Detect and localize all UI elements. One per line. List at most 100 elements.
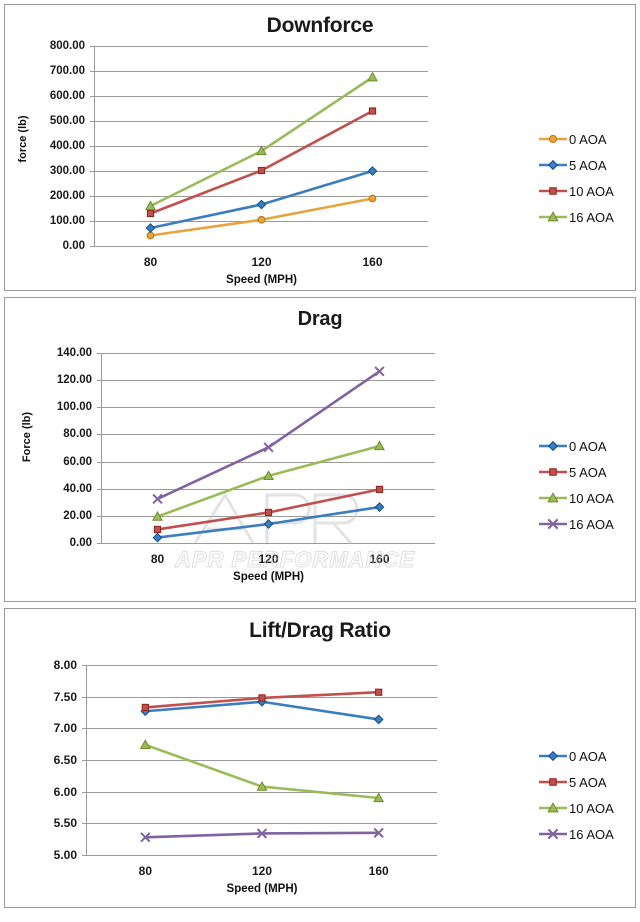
plot-area bbox=[139, 688, 385, 843]
y-tick-mark bbox=[90, 221, 95, 222]
legend-item[interactable]: 16 AOA bbox=[538, 204, 614, 230]
data-point-marker bbox=[368, 107, 377, 115]
gridline bbox=[95, 121, 428, 122]
legend-marker-icon bbox=[538, 157, 568, 173]
y-axis-tick-label: 7.50 bbox=[53, 689, 77, 704]
gridline bbox=[95, 96, 428, 97]
y-tick-mark bbox=[82, 760, 87, 761]
gridline bbox=[87, 728, 437, 730]
y-tick-mark bbox=[82, 855, 87, 856]
chart-title-drag: Drag bbox=[297, 308, 343, 330]
y-tick-mark bbox=[97, 353, 102, 354]
y-axis-tick-label: 5.50 bbox=[53, 816, 77, 831]
y-axis-tick-label: 100.00 bbox=[56, 401, 92, 414]
y-axis-tick-label: 0.00 bbox=[69, 537, 92, 549]
legend-label: 10 AOA bbox=[569, 183, 614, 199]
plot-area bbox=[145, 71, 378, 240]
data-point-marker bbox=[374, 366, 385, 377]
series-10-aoa bbox=[139, 739, 385, 803]
y-axis-tick-label: 300.00 bbox=[49, 165, 85, 177]
legend-item[interactable]: 10 AOA bbox=[538, 178, 614, 204]
y-tick-mark bbox=[97, 434, 102, 436]
gridline bbox=[102, 353, 435, 354]
legend-item[interactable]: 0 AOA bbox=[538, 743, 614, 769]
chart-body-drag: 0.00 20.00 40.00 60.00 80.00 100.00 120.00 140.… bbox=[5, 331, 635, 599]
y-axis-line bbox=[86, 665, 87, 856]
legend-item[interactable]: 5 AOA bbox=[538, 459, 614, 485]
legend-label: 10 AOA bbox=[569, 800, 614, 816]
data-point-marker bbox=[256, 828, 268, 839]
data-point-marker bbox=[264, 508, 273, 517]
legend-label: 16 AOA bbox=[569, 826, 614, 842]
y-axis-tick-label: 7.00 bbox=[53, 721, 77, 736]
data-point-marker bbox=[152, 493, 163, 504]
data-point-marker bbox=[367, 71, 378, 82]
series-5-aoa bbox=[153, 485, 384, 534]
y-tick-mark bbox=[90, 246, 95, 247]
x-axis-tick-label: 80 bbox=[138, 864, 153, 878]
chart-panel-lift-drag-ratio: Lift/Drag Ratio 5.00 5.50 6.00 6.50 7.00 7.50… bbox=[4, 608, 636, 908]
legend-label: 0 AOA bbox=[569, 748, 607, 764]
legend-marker-icon bbox=[538, 131, 568, 147]
gridline bbox=[102, 543, 435, 544]
legend-item[interactable]: 5 AOA bbox=[538, 152, 614, 178]
series-0-aoa bbox=[152, 502, 385, 543]
data-point-marker bbox=[263, 470, 274, 481]
y-axis-tick-label: 6.50 bbox=[53, 753, 77, 767]
x-axis-tick-label: 160 bbox=[362, 255, 383, 269]
y-tick-mark bbox=[90, 121, 95, 122]
gridline bbox=[102, 461, 435, 463]
data-point-marker bbox=[139, 739, 151, 749]
data-point-marker bbox=[367, 166, 378, 176]
y-axis-tick-label: 60.00 bbox=[63, 455, 92, 468]
data-point-marker bbox=[375, 688, 383, 696]
x-axis-tick-label: 160 bbox=[369, 552, 390, 566]
series-5-aoa bbox=[145, 166, 378, 233]
y-axis-tick-label: 20.00 bbox=[63, 509, 92, 522]
legend-item[interactable]: 16 AOA bbox=[538, 511, 614, 537]
legend-marker-icon bbox=[538, 183, 568, 199]
legend-label: 16 AOA bbox=[569, 209, 614, 225]
x-axis-title: Speed (MPH) bbox=[226, 883, 298, 895]
legend-item[interactable]: 0 AOA bbox=[538, 433, 614, 459]
y-axis-tick-label: 700.00 bbox=[49, 65, 85, 77]
series-10-aoa bbox=[152, 440, 385, 521]
y-axis-tick-label: 140.00 bbox=[56, 347, 92, 359]
data-point-marker bbox=[146, 231, 155, 240]
data-point-marker bbox=[140, 832, 151, 843]
legend-marker-icon bbox=[538, 826, 568, 842]
data-point-marker bbox=[263, 442, 274, 453]
legend-item[interactable]: 10 AOA bbox=[538, 795, 614, 821]
data-point-marker bbox=[146, 209, 155, 218]
y-tick-mark bbox=[90, 196, 95, 197]
series-10-aoa bbox=[146, 107, 377, 218]
y-axis-tick-label: 80.00 bbox=[63, 428, 92, 441]
legend-item[interactable]: 0 AOA bbox=[538, 126, 614, 152]
data-point-marker bbox=[256, 780, 268, 791]
x-axis-title: Speed (MPH) bbox=[233, 571, 304, 583]
legend-item[interactable]: 5 AOA bbox=[538, 769, 614, 795]
chart-title-downforce: Downforce bbox=[266, 14, 374, 37]
legend-item[interactable]: 10 AOA bbox=[538, 485, 614, 511]
data-point-marker bbox=[373, 714, 384, 725]
data-point-marker bbox=[373, 792, 385, 803]
y-tick-mark bbox=[97, 488, 102, 490]
legend-item[interactable]: 16 AOA bbox=[538, 821, 614, 847]
y-axis-tick-label: 200.00 bbox=[49, 190, 85, 202]
y-tick-mark bbox=[97, 461, 102, 463]
legend-marker-icon bbox=[538, 774, 568, 790]
legend-label: 0 AOA bbox=[569, 438, 607, 454]
legend-label: 5 AOA bbox=[569, 774, 607, 790]
series-5-aoa bbox=[141, 688, 383, 712]
y-axis-tick-label: 5.00 bbox=[53, 848, 77, 862]
gridline bbox=[95, 71, 428, 72]
gridline bbox=[102, 380, 435, 382]
y-axis-tick-label: 500.00 bbox=[49, 115, 85, 127]
legend-marker-icon bbox=[538, 800, 568, 816]
y-tick-mark bbox=[90, 96, 95, 97]
legend: 0 AOA 5 AOA 10 AOA 16 AOA bbox=[538, 433, 614, 537]
data-point-marker bbox=[152, 510, 163, 521]
legend-label: 0 AOA bbox=[569, 131, 607, 147]
y-axis-tick-label: 400.00 bbox=[49, 140, 85, 152]
gridline bbox=[87, 760, 437, 761]
